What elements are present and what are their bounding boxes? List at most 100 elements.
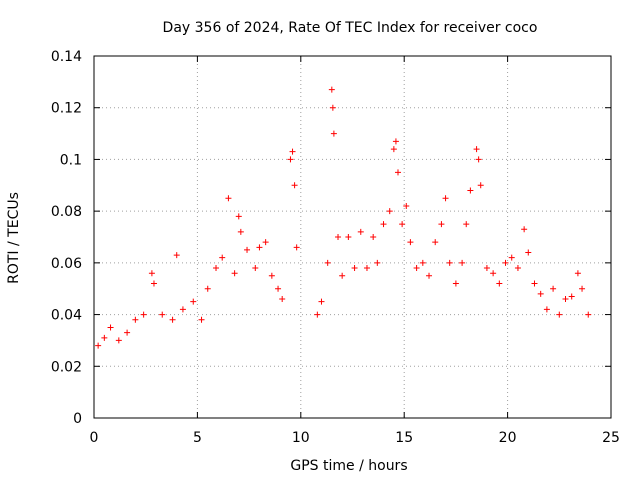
data-point <box>463 221 470 228</box>
data-point <box>438 221 445 228</box>
data-point <box>150 280 157 287</box>
data-point <box>219 254 226 261</box>
x-tick-label: 25 <box>602 430 620 446</box>
data-point <box>293 244 300 251</box>
data-point <box>140 311 147 318</box>
data-point <box>357 228 364 235</box>
data-point <box>467 187 474 194</box>
data-point <box>390 146 397 153</box>
data-point <box>432 239 439 246</box>
data-point <box>204 285 211 292</box>
data-point <box>351 265 358 272</box>
data-point <box>213 265 220 272</box>
data-point <box>475 156 482 163</box>
x-tick-label: 0 <box>90 430 99 446</box>
data-point <box>159 311 166 318</box>
data-point <box>244 246 251 253</box>
data-point <box>562 296 569 303</box>
y-tick-label: 0.1 <box>60 152 82 168</box>
data-point <box>268 272 275 279</box>
data-point <box>556 311 563 318</box>
data-point <box>370 234 377 240</box>
data-point <box>179 306 186 313</box>
data-point <box>190 298 197 305</box>
data-point <box>394 169 401 176</box>
data-point <box>380 221 387 228</box>
data-point <box>329 104 336 111</box>
y-tick-label: 0.02 <box>51 359 82 375</box>
data-point <box>514 265 521 272</box>
x-tick-label: 5 <box>193 430 202 446</box>
data-point <box>287 156 294 163</box>
data-point <box>483 265 490 272</box>
data-point <box>525 249 532 256</box>
y-axis-title: ROTI / TECUs <box>6 192 22 284</box>
y-tick-label: 0.04 <box>51 308 82 324</box>
data-point <box>521 226 528 233</box>
data-point <box>328 86 335 93</box>
data-point <box>477 182 484 189</box>
y-tick-label: 0.12 <box>51 101 82 117</box>
data-point <box>452 280 459 287</box>
data-point <box>132 316 139 323</box>
data-point <box>335 234 342 240</box>
data-point <box>550 285 557 292</box>
data-point <box>279 296 286 303</box>
data-point <box>446 259 453 266</box>
data-point <box>291 182 298 189</box>
data-point <box>537 290 544 297</box>
data-point <box>330 130 337 137</box>
data-point <box>442 195 449 202</box>
data-point <box>314 311 321 318</box>
data-point <box>407 239 414 246</box>
data-point <box>256 244 263 251</box>
x-tick-label: 20 <box>499 430 517 446</box>
data-point <box>399 221 406 228</box>
data-point <box>95 342 102 349</box>
data-point <box>363 265 370 272</box>
data-point <box>473 146 480 153</box>
data-point <box>419 259 426 266</box>
data-point <box>496 280 503 287</box>
data-point <box>345 234 352 240</box>
x-tick-labels: 0 5 10 15 20 25 <box>90 430 620 446</box>
y-tick-label: 0 <box>73 411 82 427</box>
data-point <box>231 270 238 277</box>
data-point <box>459 259 466 266</box>
grid-lines <box>94 56 611 418</box>
data-points <box>95 86 592 349</box>
x-tick-label: 10 <box>292 430 310 446</box>
data-point <box>386 208 393 215</box>
data-point <box>318 298 325 305</box>
data-point <box>508 254 515 261</box>
chart-title: Day 356 of 2024, Rate Of TEC Index for r… <box>163 20 538 36</box>
data-point <box>173 252 180 259</box>
y-tick-label: 0.06 <box>51 256 82 272</box>
data-point <box>392 138 399 145</box>
data-point <box>579 285 586 292</box>
data-point <box>543 306 550 313</box>
data-point <box>262 239 269 246</box>
data-point <box>252 265 259 272</box>
data-point <box>107 324 114 331</box>
data-point <box>275 285 282 292</box>
data-point <box>115 337 122 344</box>
y-tick-label: 0.08 <box>51 204 82 220</box>
axis-ticks <box>93 55 612 419</box>
data-point <box>374 259 381 266</box>
data-point <box>225 195 232 202</box>
data-point <box>101 334 108 341</box>
x-tick-label: 15 <box>395 430 413 446</box>
data-point <box>574 270 581 277</box>
data-point <box>235 213 242 220</box>
data-point <box>237 228 244 235</box>
data-point <box>531 280 538 287</box>
data-point <box>490 270 497 277</box>
data-point <box>502 259 509 266</box>
x-axis-title: GPS time / hours <box>290 458 407 474</box>
data-point <box>289 148 296 155</box>
data-point <box>148 270 155 277</box>
data-point <box>198 316 205 323</box>
data-point <box>426 272 433 279</box>
